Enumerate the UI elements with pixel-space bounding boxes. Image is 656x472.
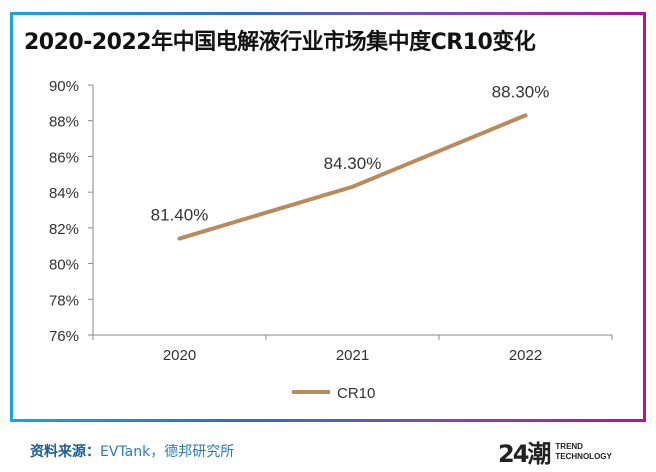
- logo-line2: TECHNOLOGY: [555, 451, 612, 461]
- data-label: 81.40%: [151, 206, 209, 225]
- data-label: 84.30%: [324, 154, 382, 173]
- y-tick-label: 80%: [49, 257, 79, 274]
- logo-text: TREND TECHNOLOGY: [555, 442, 611, 462]
- y-tick-label: 76%: [49, 328, 79, 345]
- y-tick-label: 86%: [49, 149, 79, 166]
- series-line-CR10: [177, 113, 528, 241]
- x-tick-label: 2021: [336, 347, 369, 364]
- logo-line1: TREND: [555, 441, 583, 451]
- y-tick-label: 84%: [49, 185, 79, 202]
- y-tick-label: 82%: [49, 221, 79, 238]
- logo-mark: 24潮: [498, 440, 551, 468]
- chart-title: 2020-2022年中国电解液行业市场集中度CR10变化: [24, 30, 536, 55]
- data-label: 88.30%: [492, 82, 550, 101]
- x-tick-label: 2022: [509, 347, 542, 364]
- y-tick-label: 88%: [49, 114, 79, 131]
- legend-label: CR10: [337, 385, 375, 402]
- source-label: 资料来源：: [30, 444, 100, 460]
- chart-frame: [10, 12, 646, 422]
- y-tick-label: 90%: [49, 78, 79, 95]
- x-tick-label: 2020: [163, 347, 196, 364]
- source-text: EVTank，德邦研究所: [100, 444, 235, 460]
- source-note: 资料来源：EVTank，德邦研究所: [30, 441, 234, 461]
- y-tick-label: 78%: [49, 292, 79, 309]
- logo: 24潮 TREND TECHNOLOGY: [498, 434, 612, 469]
